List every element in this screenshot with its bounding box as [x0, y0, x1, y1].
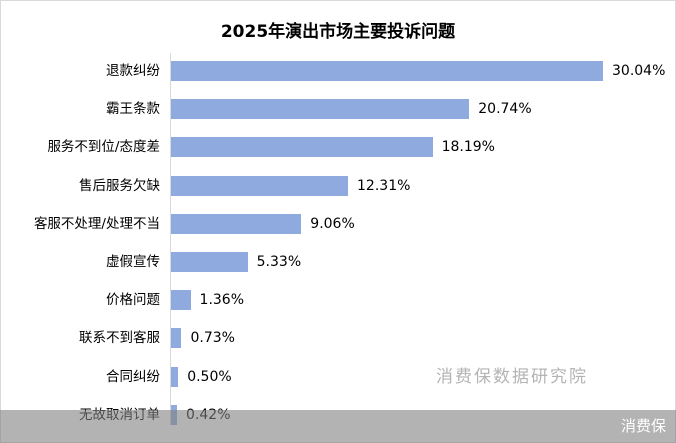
category-label: 霸王条款: [106, 101, 160, 118]
bar: [171, 328, 182, 349]
value-label: 18.19%: [441, 139, 495, 156]
category-label: 退款纠纷: [106, 63, 160, 79]
value-label: 0.73%: [190, 330, 235, 347]
bar: [171, 175, 349, 196]
bar-row: 联系不到客服 0.73%: [1, 328, 676, 349]
bar: [171, 213, 302, 234]
category-label: 合同纠纷: [106, 368, 160, 385]
y-axis-line: [170, 53, 171, 425]
category-label: 联系不到客服: [79, 330, 160, 347]
value-label: 5.33%: [256, 254, 302, 270]
value-label: 0.50%: [187, 368, 232, 385]
footer-brand: 消费保: [620, 417, 666, 435]
value-label: 30.04%: [612, 63, 666, 79]
bar-row: 客服不处理/处理不当 9.06%: [1, 213, 676, 234]
bar-row: 售后服务欠缺 12.31%: [1, 175, 676, 196]
category-label: 售后服务欠缺: [79, 177, 160, 194]
bar: [171, 252, 248, 272]
bar-row: 退款纠纷 30.04%: [1, 61, 676, 81]
value-label: 1.36%: [199, 292, 245, 309]
bar: [171, 366, 179, 387]
value-label: 12.31%: [357, 177, 411, 194]
watermark: 消费保数据研究院: [436, 367, 588, 387]
category-label: 服务不到位/态度差: [47, 139, 160, 156]
bar-row: 价格问题 1.36%: [1, 290, 676, 311]
category-label: 价格问题: [106, 292, 160, 309]
category-label: 客服不处理/处理不当: [33, 215, 160, 232]
category-label: 虚假宣传: [106, 254, 160, 270]
bar-row: 霸王条款 20.74%: [1, 99, 676, 120]
bar: [171, 61, 603, 81]
value-label: 20.74%: [478, 101, 532, 118]
bar: [171, 137, 433, 158]
footer-overlay: [0, 410, 676, 443]
value-label: 9.06%: [310, 215, 355, 232]
chart-title: 2025年演出市场主要投诉问题: [220, 22, 456, 42]
bar: [171, 290, 191, 311]
bar-row: 虚假宣传 5.33%: [1, 252, 676, 272]
bar: [171, 99, 470, 120]
bar-row: 服务不到位/态度差 18.19%: [1, 137, 676, 158]
bar-row: 合同纠纷 0.50%: [1, 366, 676, 387]
